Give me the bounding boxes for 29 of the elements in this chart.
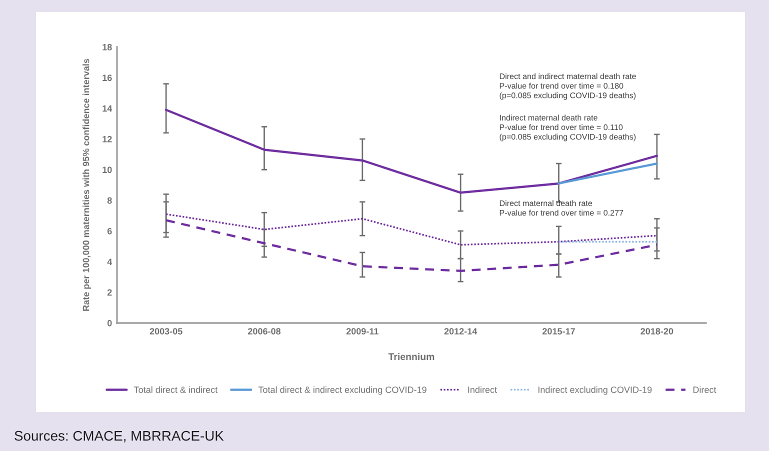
x-tick-label: 2009-11 xyxy=(346,328,378,334)
x-tick-label: 2006-08 xyxy=(248,328,281,334)
y-axis-title: Rate per 100,000 maternities with 95% confidence intervals xyxy=(82,58,91,311)
y-tick-label: 16 xyxy=(102,74,112,82)
line-series xyxy=(164,108,658,194)
y-tick-label: 18 xyxy=(102,44,112,50)
annotation: Direct maternal death rate P-value for trend over time = 0.277 xyxy=(500,200,624,216)
y-tick-label: 0 xyxy=(107,320,112,326)
legend-label: Indirect xyxy=(468,386,497,393)
line-series xyxy=(164,219,658,272)
y-tick-label: 14 xyxy=(102,105,112,112)
legend-label: Total direct & indirect xyxy=(134,386,218,393)
legend-label: Indirect excluding COVID-19 xyxy=(538,386,652,395)
y-tick-label: 6 xyxy=(107,228,112,234)
y-tick-label: 10 xyxy=(102,166,112,174)
x-tick-label: 2018-20 xyxy=(640,328,674,334)
x-tick-label: 2015-17 xyxy=(542,328,575,334)
legend-label: Total direct & indirect excluding COVID-19 xyxy=(258,386,426,395)
x-tick-label: 2003-05 xyxy=(150,328,182,335)
y-tick-label: 2 xyxy=(107,289,112,296)
x-tick-label: 2012-14 xyxy=(444,328,478,334)
y-tick-label: 8 xyxy=(107,197,112,204)
y-tick-label: 12 xyxy=(102,136,112,142)
source-note: Sources: CMACE, MBRRACE-UK xyxy=(14,430,224,442)
y-tick-label: 4 xyxy=(107,258,112,265)
x-axis-title: Triennium xyxy=(388,352,434,360)
annotation: Direct and indirect maternal death rate P-value for trend over time = 0.180 (p=0.085 excluding COVID-19 deaths) xyxy=(500,73,636,100)
annotation: Indirect maternal death rate P-value for trend over time = 0.110 (p=0.085 excluding COVID-19 deaths) xyxy=(500,114,636,142)
legend-label: Direct xyxy=(693,386,716,393)
